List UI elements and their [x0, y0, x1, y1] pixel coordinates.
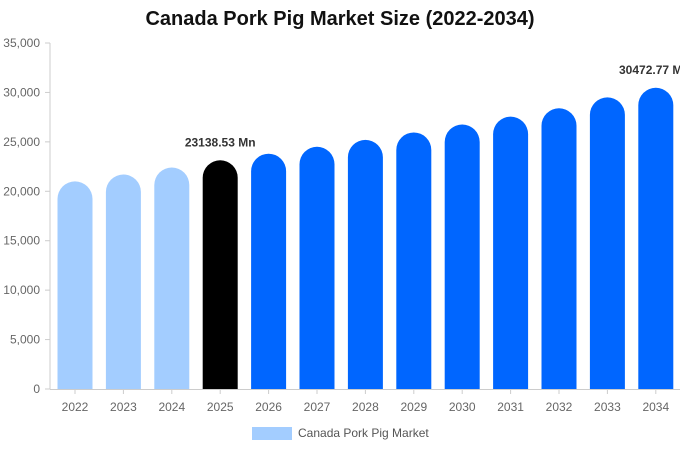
bar-2033: [589, 97, 625, 389]
y-tick-label: 0: [33, 382, 40, 396]
bar-2031: [493, 116, 529, 390]
bar-2028: [347, 139, 383, 389]
bar-2024: [154, 167, 190, 389]
x-tick-label: 2023: [110, 400, 137, 414]
y-tick-label: 35,000: [3, 36, 40, 50]
x-tick-label: 2031: [497, 400, 524, 414]
bar-2032: [541, 108, 577, 390]
x-tick-label: 2028: [352, 400, 379, 414]
data-label-2025: 23138.53 Mn: [185, 135, 256, 149]
bar-2027: [299, 146, 335, 389]
x-tick-label: 2033: [594, 400, 621, 414]
legend: Canada Pork Pig Market: [252, 424, 429, 442]
data-label-2034: 30472.77 Mn: [619, 63, 680, 77]
x-tick-label: 2026: [255, 400, 282, 414]
x-tick-label: 2032: [546, 400, 573, 414]
chart-title: Canada Pork Pig Market Size (2022-2034): [145, 8, 535, 30]
bar-2023: [105, 174, 141, 389]
bar-2029: [396, 132, 432, 390]
bar-2025: [202, 160, 238, 389]
x-tick-label: 2024: [158, 400, 185, 414]
y-tick-label: 15,000: [3, 234, 40, 248]
legend-swatch: [252, 426, 292, 440]
y-tick-label: 30,000: [3, 85, 40, 99]
bar-2030: [444, 124, 480, 390]
x-tick-label: 2027: [304, 400, 331, 414]
x-tick-label: 2029: [400, 400, 427, 414]
x-tick-label: 2030: [449, 400, 476, 414]
bar-2034: [638, 87, 674, 389]
y-tick-label: 5,000: [10, 333, 40, 347]
bar-2022: [57, 181, 93, 389]
y-tick-label: 10,000: [3, 283, 40, 297]
x-tick-label: 2022: [62, 400, 89, 414]
x-tick-label: 2025: [207, 400, 234, 414]
legend-label: Canada Pork Pig Market: [298, 426, 429, 440]
y-tick-label: 20,000: [3, 184, 40, 198]
bar-2026: [251, 153, 287, 389]
y-tick-label: 25,000: [3, 135, 40, 149]
x-tick-label: 2034: [642, 400, 669, 414]
